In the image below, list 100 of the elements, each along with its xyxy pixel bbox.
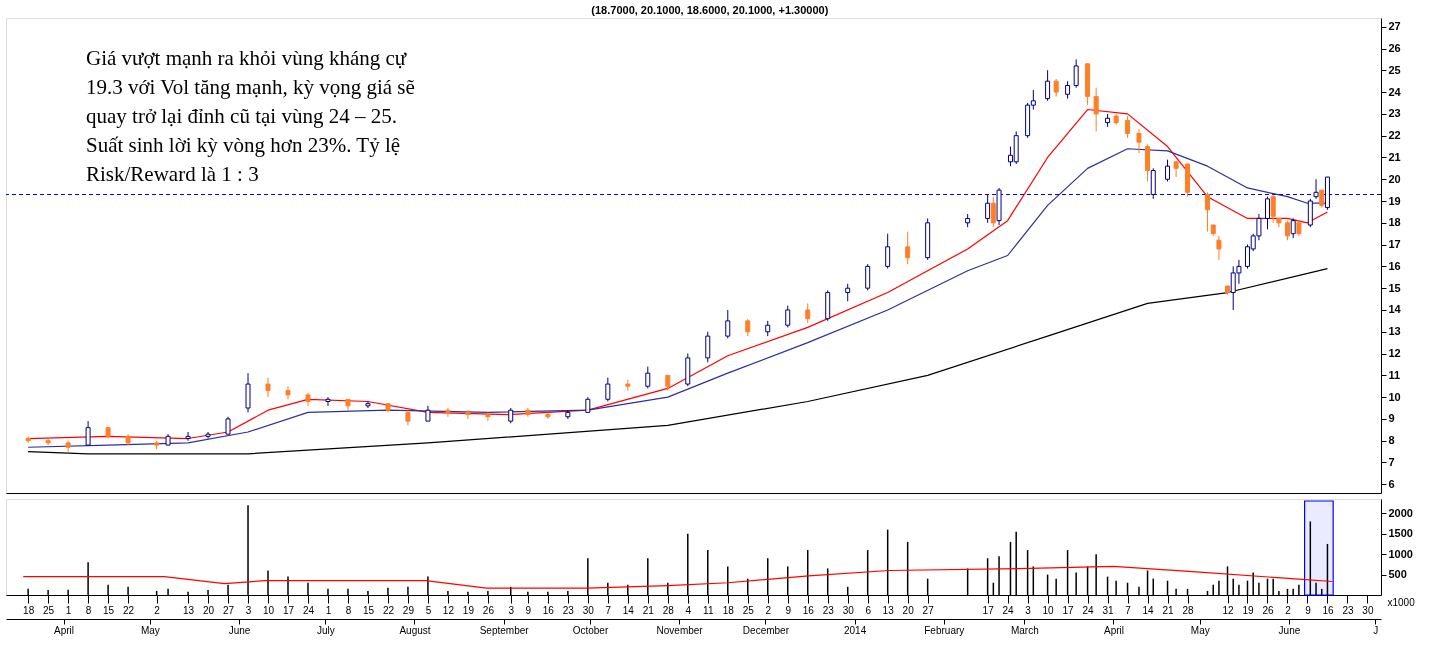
x-tick-label: 27 <box>222 604 235 616</box>
candlestick <box>245 372 251 413</box>
y-tick-label: 11 <box>1388 368 1401 381</box>
chart-title: (18.7000, 20.1000, 18.6000, 20.1000, +1.30000) <box>591 3 829 16</box>
line-series <box>27 267 1329 455</box>
candlestick <box>805 302 811 324</box>
x-tick-label: 14 <box>1142 604 1155 616</box>
y-tick-label: 10 <box>1388 390 1401 403</box>
x-tick-label: 9 <box>525 604 532 616</box>
y-tick-label: 17 <box>1388 238 1401 251</box>
y-tick-label: 21 <box>1388 150 1401 163</box>
candlestick <box>1216 235 1222 261</box>
y-tick-label: 16 <box>1388 259 1401 272</box>
candlestick <box>905 231 911 265</box>
y-tick-label: 27 <box>1388 20 1401 33</box>
x-tick-label: 3 <box>508 604 515 616</box>
x2-tick-label: September <box>479 624 530 636</box>
candlestick <box>1150 167 1156 200</box>
x-tick-label: 3 <box>1025 604 1032 616</box>
candlestick <box>1307 198 1313 228</box>
x-tick-label: 17 <box>282 604 295 616</box>
x-tick-label: 12 <box>442 604 455 616</box>
candlestick <box>885 233 891 270</box>
x-tick-label: 20 <box>202 604 215 616</box>
y-tick-label: 14 <box>1388 303 1402 316</box>
x-tick-label: 19 <box>462 604 475 616</box>
x-tick-label: 16 <box>802 604 815 616</box>
candlestick <box>1290 217 1296 239</box>
x2-tick-label: August <box>399 624 431 636</box>
candlestick <box>1125 115 1131 139</box>
candlestick <box>285 385 291 400</box>
x-tick-label: 21 <box>1162 604 1175 616</box>
y-axis-title: x1000 <box>1387 596 1416 608</box>
x2-tick-label: December <box>742 624 790 636</box>
y-tick-label: 23 <box>1388 107 1401 120</box>
candlestick <box>1284 220 1290 241</box>
candlestick <box>1313 178 1319 200</box>
y-tick-label: 9 <box>1388 412 1395 425</box>
y-tick-label: 25 <box>1388 63 1401 76</box>
annotation: Giá vượt mạnh ra khỏi vùng kháng cự 19.3 với Vol tăng mạnh, kỳ vọng giá sẽ quay trở lại đỉnh cũ tại vùng 24 – 25. Suất sinh lời kỳ vòng hơn 23%. Tỷ lệ Risk/Reward là 1 : 3 <box>86 46 415 186</box>
candlestick <box>1173 161 1179 178</box>
x2-tick-label: July <box>316 624 335 636</box>
x2-tick-label: April <box>54 624 75 636</box>
x-tick-label: 28 <box>1182 604 1195 616</box>
x2-tick-label: May <box>1190 624 1210 636</box>
x-tick-label: 6 <box>865 604 872 616</box>
candlestick <box>1136 128 1142 154</box>
x-tick-label: 30 <box>582 604 595 616</box>
y-tick-label: 8 <box>1388 434 1395 447</box>
candlestick <box>990 196 996 228</box>
x-tick-label: 15 <box>103 604 115 616</box>
x-tick-label: 13 <box>182 604 195 616</box>
x-tick-label: 16 <box>1322 604 1334 616</box>
x-tick-label: 17 <box>1062 604 1075 616</box>
y-tick-label: 1500 <box>1388 527 1413 540</box>
candlestick <box>185 431 191 442</box>
x-tick-label: 25 <box>43 604 55 616</box>
candlestick <box>1045 69 1051 102</box>
y-tick-label: 22 <box>1388 129 1401 142</box>
x-tick-label: 23 <box>562 604 575 616</box>
x-tick-label: 25 <box>742 604 755 616</box>
candlestick <box>85 420 91 446</box>
x2-tick-label: November <box>656 624 704 636</box>
x-tick-label: 22 <box>382 604 395 616</box>
x-tick-label: 13 <box>882 604 895 616</box>
x-tick-label: 4 <box>685 604 692 616</box>
x-tick-label: 2 <box>765 604 772 616</box>
x-tick-label: 18 <box>722 604 735 616</box>
x-tick-label: 11 <box>703 604 714 616</box>
candlestick <box>645 366 651 389</box>
candlestick <box>1270 193 1276 224</box>
line-series <box>22 565 1333 589</box>
x2-tick-label: February <box>924 624 965 636</box>
x-tick-label: 18 <box>23 604 35 616</box>
x-tick-label: 20 <box>902 604 915 616</box>
x-tick-label: 26 <box>482 604 495 616</box>
x-tick-label: 28 <box>662 604 675 616</box>
x2-tick-label: 2014 <box>843 624 867 636</box>
x-tick-label: 23 <box>1342 604 1354 616</box>
x2-tick-label: October <box>572 624 609 636</box>
x-tick-label: 30 <box>1362 604 1374 616</box>
x-tick-label: 14 <box>622 604 635 616</box>
y-tick-label: 12 <box>1388 347 1401 360</box>
candlestick <box>1093 87 1099 132</box>
candlestick <box>365 400 371 409</box>
y-tick-label: 2000 <box>1388 506 1413 519</box>
x-tick-label: 10 <box>262 604 275 616</box>
y-tick-label: 6 <box>1388 477 1395 490</box>
x-tick-label: 24 <box>1082 604 1095 616</box>
x-tick-label: 3 <box>245 604 252 616</box>
candlestick <box>1205 191 1211 233</box>
y-tick-label: 13 <box>1388 325 1401 338</box>
x-tick-label: 19 <box>1242 604 1254 616</box>
candlestick <box>65 440 71 453</box>
y-tick-label: 20 <box>1388 172 1401 185</box>
x-tick-label: 8 <box>345 604 352 616</box>
x-tick-label: 26 <box>1262 604 1274 616</box>
candlestick <box>1264 196 1270 230</box>
x2-tick-label: March <box>1010 624 1039 636</box>
x2-tick-label: June <box>228 624 251 636</box>
